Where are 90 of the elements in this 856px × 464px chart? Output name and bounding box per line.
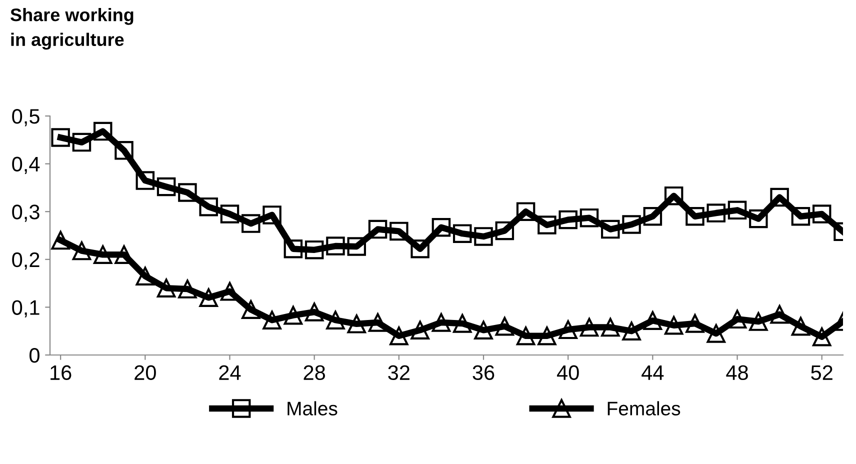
point xyxy=(410,240,430,258)
point xyxy=(390,326,408,346)
point xyxy=(368,313,388,332)
point xyxy=(304,240,324,260)
point xyxy=(706,324,726,343)
point xyxy=(72,241,92,260)
point xyxy=(601,318,620,337)
legend-label: Males xyxy=(288,401,338,416)
point xyxy=(284,240,303,258)
y-tick-label: 0,3 xyxy=(12,204,40,222)
point xyxy=(178,280,197,298)
point xyxy=(284,306,303,325)
point xyxy=(770,188,789,207)
point xyxy=(368,220,388,239)
point xyxy=(664,316,684,335)
x-tick-label: 36 xyxy=(472,365,494,380)
point xyxy=(558,210,578,230)
point xyxy=(304,302,324,322)
point xyxy=(770,304,789,324)
point xyxy=(136,266,155,286)
point xyxy=(495,316,514,336)
point xyxy=(93,245,112,264)
point xyxy=(178,183,197,202)
point xyxy=(114,141,134,160)
x-tick-label: 24 xyxy=(219,365,241,380)
x-tick-label: 52 xyxy=(811,365,832,380)
point xyxy=(156,278,176,298)
point xyxy=(452,314,472,333)
x-tick-label: 20 xyxy=(134,365,156,380)
point xyxy=(347,314,366,334)
y-tick-label: 0,2 xyxy=(12,252,40,270)
y-tick-label: 0,1 xyxy=(12,300,40,318)
point xyxy=(474,320,493,340)
point xyxy=(136,171,155,190)
point xyxy=(199,197,218,216)
point xyxy=(199,288,218,308)
point xyxy=(220,204,240,224)
point xyxy=(326,236,345,256)
point xyxy=(156,177,176,196)
point xyxy=(622,322,641,340)
point xyxy=(580,318,599,337)
y-tick-label: 0,5 xyxy=(12,109,40,126)
point xyxy=(242,214,260,233)
point xyxy=(538,326,556,346)
x-tick-label: 28 xyxy=(304,365,326,380)
point xyxy=(622,215,641,234)
point xyxy=(749,312,768,331)
point xyxy=(495,221,514,240)
point xyxy=(601,220,620,239)
point xyxy=(643,207,662,226)
point xyxy=(791,207,810,226)
point xyxy=(558,320,578,340)
point xyxy=(686,207,704,226)
point xyxy=(749,209,768,228)
point xyxy=(51,128,70,147)
point xyxy=(474,227,493,246)
point xyxy=(262,206,282,224)
point xyxy=(516,202,536,221)
y-tick-label: 0,4 xyxy=(12,156,40,174)
x-tick-label: 48 xyxy=(726,365,748,380)
point xyxy=(390,222,408,241)
chart-title: Share working in agriculture xyxy=(10,8,134,50)
point xyxy=(791,316,810,336)
point xyxy=(812,204,832,224)
point xyxy=(812,327,832,346)
point xyxy=(432,313,451,332)
point xyxy=(93,122,112,141)
point xyxy=(242,300,260,319)
point xyxy=(664,186,684,206)
point xyxy=(347,237,366,256)
point xyxy=(51,230,70,250)
y-tick-label: 0 xyxy=(30,348,40,363)
point xyxy=(452,224,472,243)
point xyxy=(262,310,282,330)
point xyxy=(432,218,451,237)
x-tick-label: 44 xyxy=(642,365,664,380)
point xyxy=(706,204,726,222)
point xyxy=(643,311,662,330)
point xyxy=(410,320,430,340)
x-tick-label: 40 xyxy=(556,365,579,380)
point xyxy=(538,216,556,234)
x-tick-label: 16 xyxy=(50,365,72,380)
point xyxy=(580,208,599,228)
legend-label: Females xyxy=(608,401,680,416)
point xyxy=(686,314,704,333)
x-tick-label: 32 xyxy=(388,365,410,380)
point xyxy=(728,200,747,220)
point xyxy=(516,326,536,346)
point xyxy=(326,310,345,330)
point xyxy=(72,132,92,152)
